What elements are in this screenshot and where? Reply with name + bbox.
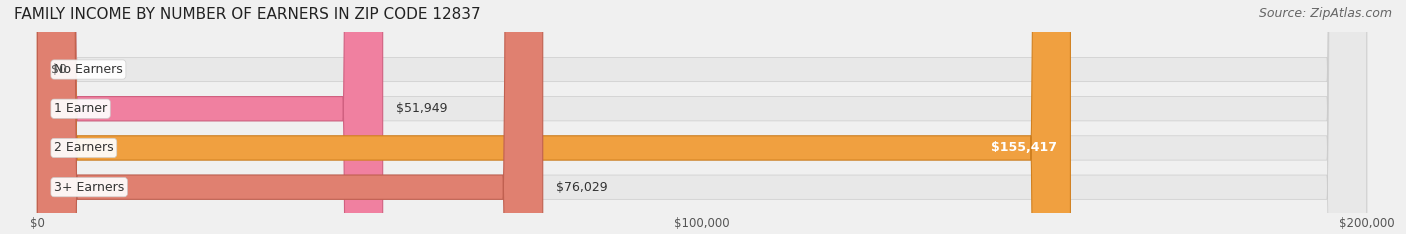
FancyBboxPatch shape (38, 0, 1367, 234)
FancyBboxPatch shape (38, 0, 382, 234)
Text: $155,417: $155,417 (991, 141, 1057, 154)
Text: $51,949: $51,949 (396, 102, 447, 115)
Text: $0: $0 (51, 63, 66, 76)
Text: FAMILY INCOME BY NUMBER OF EARNERS IN ZIP CODE 12837: FAMILY INCOME BY NUMBER OF EARNERS IN ZI… (14, 7, 481, 22)
FancyBboxPatch shape (38, 0, 543, 234)
Text: 3+ Earners: 3+ Earners (53, 181, 124, 194)
FancyBboxPatch shape (38, 0, 1367, 234)
FancyBboxPatch shape (38, 0, 1367, 234)
Text: $76,029: $76,029 (555, 181, 607, 194)
Text: Source: ZipAtlas.com: Source: ZipAtlas.com (1258, 7, 1392, 20)
Text: 2 Earners: 2 Earners (53, 141, 114, 154)
Text: No Earners: No Earners (53, 63, 122, 76)
Text: 1 Earner: 1 Earner (53, 102, 107, 115)
FancyBboxPatch shape (38, 0, 1070, 234)
FancyBboxPatch shape (38, 0, 1367, 234)
